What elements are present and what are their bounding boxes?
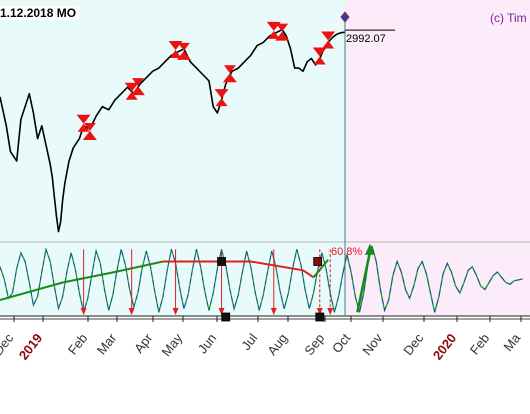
history-background [0,0,345,316]
turn-marker [214,89,229,107]
forecast-arrow-line [356,251,372,313]
cycle-arrowhead [327,308,334,315]
trend-line [312,259,329,278]
turn-marker [124,82,139,100]
axis-background [0,316,530,409]
cycle-square [315,312,325,322]
turn-marker [275,23,290,41]
cycle-square [221,312,231,322]
percent-label: 60.8% [331,246,362,258]
turn-marker [76,114,91,132]
turn-marker [176,42,191,60]
forecast-line-blue [342,245,523,313]
trend-line [163,260,315,279]
cycle-arrowhead [270,308,277,315]
today-marker [340,11,350,23]
turn-marker [130,78,145,96]
forecast-arrowhead [364,243,375,255]
turn-marker [321,31,336,49]
cycle-square [313,257,323,266]
turn-marker [82,123,97,140]
turn-marker [312,47,327,65]
copyright-text: (c) Tim [490,11,527,25]
turn-marker [222,65,237,83]
forecast-background [345,0,530,316]
turn-marker [266,21,281,39]
price-line [0,28,345,233]
trend-line [0,260,164,301]
cycle-arrowhead [80,308,87,315]
price-label: 2992.07 [346,33,386,45]
cycle-square [217,257,226,266]
turn-marker [168,41,183,59]
cycle-arrowhead [316,308,323,315]
cycle-arrowhead [218,308,225,315]
cycle-arrowhead [128,308,135,315]
cycle-arrowhead [172,308,179,315]
chart-date: 1.12.2018 MO [0,6,80,20]
cycle-line-blue [0,247,344,315]
